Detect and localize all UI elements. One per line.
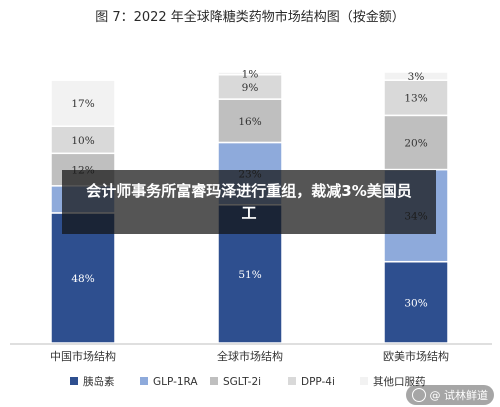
- headline-overlay[interactable]: 会计师事务所富睿玛泽进行重组，裁减3%美国员工: [62, 170, 436, 234]
- bar-segment: [383, 260, 449, 344]
- bar-segment: [50, 212, 116, 344]
- legend-swatch: [210, 377, 218, 385]
- bar-segment: [383, 79, 449, 117]
- legend-swatch: [140, 377, 148, 385]
- data-label: 16%: [238, 116, 261, 128]
- bar-segment: [383, 114, 449, 171]
- legend-label: SGLT-2i: [223, 376, 261, 388]
- data-label: 3%: [408, 71, 425, 83]
- watermark: @ 试林鲜道: [405, 385, 494, 405]
- x-tick-label: 欧美市场结构: [383, 349, 449, 363]
- legend-swatch: [288, 377, 296, 385]
- data-label: 13%: [404, 93, 427, 105]
- legend-label: 其他口服药: [373, 375, 426, 388]
- legend-label: DPP-4i: [301, 376, 335, 388]
- data-label: 10%: [71, 135, 94, 147]
- data-label: 17%: [71, 98, 94, 110]
- headline-text: 会计师事务所富睿玛泽进行重组，裁减3%美国员工: [86, 182, 412, 222]
- legend-label: 胰岛素: [83, 375, 115, 388]
- chart-title: 图 7：2022 年全球降糖类药物市场结构图（按金额）: [95, 10, 405, 25]
- watermark-text: @ 试林鲜道: [429, 389, 489, 402]
- data-label: 1%: [242, 68, 259, 80]
- bar-segment: [217, 71, 283, 76]
- data-label: 51%: [238, 269, 261, 281]
- bar-segment: [383, 71, 449, 81]
- bar-segment: [50, 79, 116, 127]
- data-label: 9%: [242, 82, 259, 94]
- watermark-logo-icon: [411, 388, 426, 402]
- data-label: 30%: [404, 297, 427, 309]
- legend-swatch: [360, 377, 368, 385]
- data-label: 48%: [71, 273, 94, 285]
- legend-swatch: [70, 377, 78, 385]
- legend-label: GLP-1RA: [153, 376, 198, 388]
- data-label: 20%: [404, 137, 427, 149]
- x-tick-label: 全球市场结构: [217, 349, 283, 363]
- x-tick-label: 中国市场结构: [50, 349, 116, 363]
